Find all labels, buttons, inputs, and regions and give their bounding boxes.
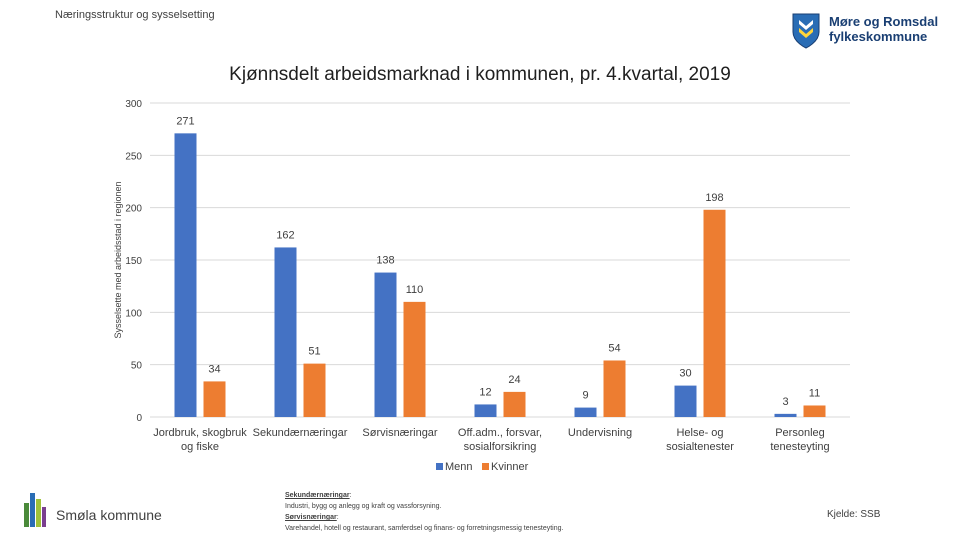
footnote-label-2: Sørvisnæringar [285,514,337,521]
y-tick-label: 200 [125,204,142,215]
source-note: Kjelde: SSB [827,509,881,520]
data-label: 3 [782,396,788,408]
brand-line-2: fylkeskommune [829,29,928,44]
x-tick-label: Undervisning [568,427,632,439]
x-tick-label: Sørvisnæringar [362,427,438,439]
county-logo: Møre og Romsdal fylkeskommune [791,12,951,52]
data-label: 110 [406,284,424,296]
x-tick-label: Helse- og [676,427,723,439]
data-label: 34 [208,363,220,375]
municipality-name: Smøla kommune [56,507,162,523]
x-tick-label: og fiske [181,441,219,453]
x-tick-label: Sekundærnæringar [253,427,348,439]
section-title: Næringsstruktur og sysselsetting [55,9,215,21]
data-label: 198 [705,192,723,204]
data-label: 138 [376,255,394,267]
bar-kvinner [703,209,726,417]
bar-menn [274,247,297,417]
bar-menn [174,133,197,417]
footnote-label-1: Sekundærnæringar [285,492,350,499]
legend-swatch-kvinner [482,463,489,470]
footnote: Sekundærnæringar: Industri, bygg og anle… [285,490,685,534]
chart-title: Kjønnsdelt arbeidsmarknad i kommunen, pr… [229,64,731,85]
bar-kvinner [603,360,626,417]
x-tick-label: sosialtenester [666,441,734,453]
y-tick-label: 150 [125,256,142,267]
data-label: 11 [809,387,820,399]
x-tick-label: Jordbruk, skogbruk [153,427,247,439]
data-label: 54 [608,342,620,354]
data-label: 271 [176,115,194,127]
y-axis-label: Sysselsette med arbeidsstad i regionen [113,181,123,338]
bar-chart: 0 50 100 150 200 250 300 Sysselsette med arbeid… [113,99,850,473]
bar-menn [374,272,397,417]
y-tick-label: 50 [131,361,143,372]
bar-kvinner [503,391,526,417]
bar-kvinner [303,363,326,417]
y-tick-label: 250 [125,151,142,162]
smola-logo-icon [24,493,46,527]
bar-kvinner [403,301,426,417]
footnote-text-1: Industri, bygg og anlegg og kraft og vas… [285,503,442,510]
data-label: 24 [508,374,520,386]
x-tick-label: sosialforsikring [464,441,537,453]
legend-label-menn: Menn [445,461,473,473]
x-tick-label: Personleg [775,427,825,439]
y-tick-label: 0 [136,413,142,424]
footnote-text-2: Varehandel, hotell og restaurant, samfer… [285,525,564,532]
bar-menn [674,385,697,417]
y-tick-label: 300 [125,99,142,110]
x-tick-label: tenesteyting [770,441,829,453]
x-tick-label: Off.adm., forsvar, [458,427,542,439]
bar-kvinner [203,381,226,417]
data-label: 12 [479,386,491,398]
legend-label-kvinner: Kvinner [491,461,529,473]
bar-menn [474,404,497,417]
legend-swatch-menn [436,463,443,470]
brand-line-1: Møre og Romsdal [829,14,939,29]
bar-kvinner [803,405,826,417]
bar-menn [574,407,597,417]
data-label: 162 [276,229,294,241]
data-label: 9 [582,390,588,402]
data-label: 51 [308,346,320,358]
y-tick-label: 100 [125,308,142,319]
county-shield-icon [792,13,820,49]
data-label: 30 [679,368,691,380]
bar-menn [774,413,797,417]
